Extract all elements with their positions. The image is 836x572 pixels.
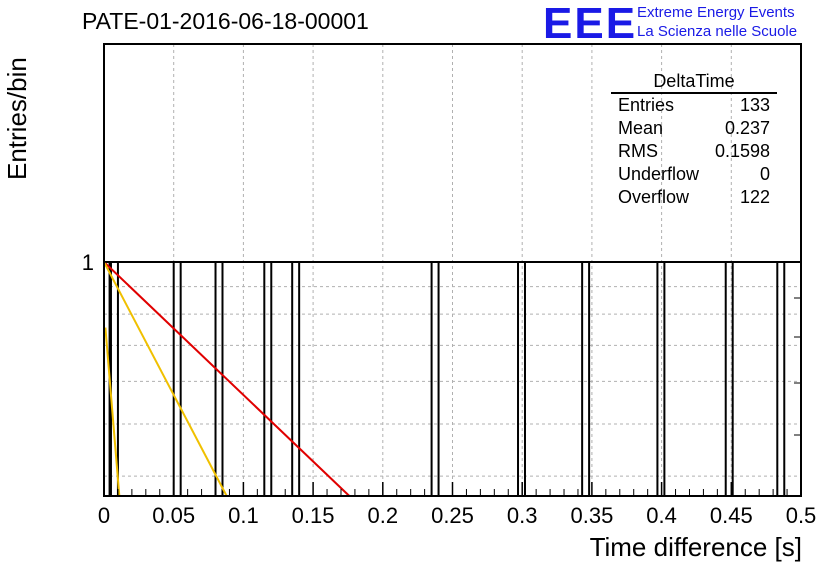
fit-lines (103, 261, 351, 497)
stats-value: 122 (739, 187, 770, 207)
histogram-bar (291, 261, 301, 497)
x-tick-label: 0.3 (507, 503, 538, 528)
stats-title: DeltaTime (611, 70, 777, 94)
histogram-bar (656, 261, 666, 497)
chart-title: PATE-01-2016-06-18-00001 (82, 8, 369, 34)
stats-label: Mean (618, 118, 664, 138)
y-tick-label: 1 (82, 250, 94, 275)
histogram-bar (517, 261, 526, 497)
stats-row: Overflow 122 (611, 186, 777, 209)
stats-value: 0.237 (724, 118, 770, 138)
x-tick-label: 0.4 (646, 503, 677, 528)
x-tick-label: 0.15 (292, 503, 335, 528)
stats-box: DeltaTime Entries 133 Mean 0.237 RMS 0.1598 Un… (611, 70, 777, 209)
x-tick-label: 0.45 (710, 503, 753, 528)
logo-line-1: Extreme Energy Events (637, 4, 795, 21)
stats-label: Overflow (618, 187, 690, 207)
stats-label: Underflow (618, 164, 700, 184)
fit-line (103, 261, 351, 497)
x-axis-label: Time difference [s] (589, 532, 802, 562)
histogram-bar (214, 261, 224, 497)
y-axis-label: Entries/bin (2, 57, 32, 180)
logo-line-2: La Scienza nelle Scuole (637, 23, 798, 40)
fit-line (103, 261, 228, 497)
fit-line (104, 327, 121, 497)
logo-caption: Extreme Energy Events La Scienza nelle S… (637, 3, 797, 41)
x-tick-label: 0 (98, 503, 110, 528)
x-tick-label: 0.35 (570, 503, 613, 528)
x-tick-label: 0.5 (786, 503, 817, 528)
stats-value: 0 (759, 164, 770, 184)
x-tick-label: 0.05 (152, 503, 195, 528)
stats-label: Entries (618, 95, 675, 115)
histogram-bar (581, 261, 591, 497)
stats-row: RMS 0.1598 (611, 140, 777, 163)
axis-ticks: 0 0.05 0.1 0.15 0.2 0.25 0.3 0.35 0.4 0.45 0.5 1 (82, 250, 817, 528)
x-tick-label: 0.2 (368, 503, 399, 528)
histogram-bar (263, 261, 273, 497)
x-tick-label: 0.1 (228, 503, 259, 528)
histogram-bar (172, 261, 182, 497)
histogram-bars (103, 261, 786, 497)
stats-label: RMS (618, 141, 658, 161)
histogram-bar (776, 261, 786, 497)
eee-logo: EEE (543, 0, 638, 48)
stats-row: Entries 133 (611, 94, 777, 117)
histogram-bar (430, 261, 440, 497)
stats-value: 133 (739, 95, 770, 115)
stats-value: 0.1598 (714, 141, 770, 161)
stats-row: Underflow 0 (611, 163, 777, 186)
stats-row: Mean 0.237 (611, 117, 777, 140)
x-tick-label: 0.25 (431, 503, 474, 528)
